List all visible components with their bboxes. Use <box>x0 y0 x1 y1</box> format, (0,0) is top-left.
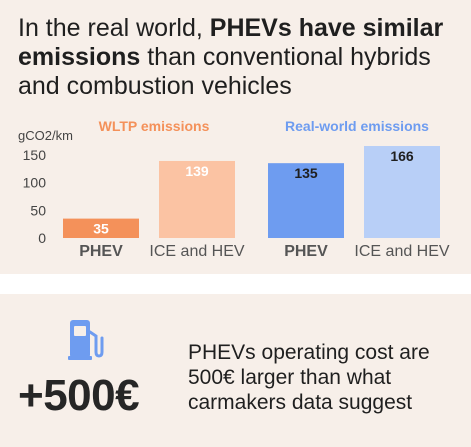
x-tick-label: PHEV <box>79 243 123 260</box>
y-tick-label: 0 <box>38 230 46 246</box>
panel-title: Real-world emissions <box>285 118 429 134</box>
bar-value-label: 166 <box>390 148 414 164</box>
headline-bold: PHEVs have similar emissions <box>18 14 444 71</box>
bar <box>364 146 440 238</box>
cost-section <box>0 294 471 447</box>
panel-title: WLTP emissions <box>99 118 210 134</box>
bar-value-label: 135 <box>294 165 318 181</box>
bar-value-label: 35 <box>93 221 109 237</box>
headline-part2: than conventional hybrids and combustion… <box>18 43 431 100</box>
emissions-chart: gCO2/km 0 50 100 150 WLTP emissions 35 PHEV 139 I… <box>18 118 450 260</box>
headline-part1: In the real world, <box>18 14 210 42</box>
y-tick-label: 50 <box>30 202 46 218</box>
section-divider <box>0 274 471 294</box>
x-tick-label: ICE and HEV <box>149 243 244 260</box>
x-tick-label: ICE and HEV <box>354 243 449 260</box>
bar <box>268 163 344 238</box>
y-tick-label: 150 <box>23 147 47 163</box>
bar-value-label: 139 <box>185 163 209 179</box>
cost-note: PHEVs operating cost are 500€ larger tha… <box>188 341 430 414</box>
y-axis-label: gCO2/km <box>18 128 73 143</box>
y-tick-label: 100 <box>23 175 47 191</box>
bar <box>63 218 139 238</box>
cost-value: +500€ <box>18 371 140 420</box>
bar <box>159 160 235 238</box>
fuel-pump-icon <box>68 320 104 360</box>
headline: In the real world, PHEVs have similar em… <box>18 14 463 101</box>
x-tick-label: PHEV <box>284 243 328 260</box>
